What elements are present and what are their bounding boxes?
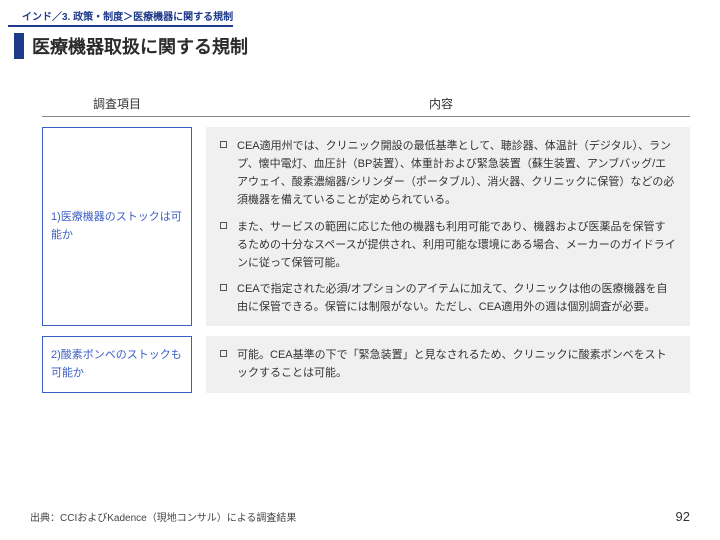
square-bullet-icon [220,284,227,291]
header-right: 内容 [192,95,690,112]
square-bullet-icon [220,350,227,357]
square-bullet-icon [220,222,227,229]
content-area: 調査項目 内容 1)医療機器のストックは可能か CEA適用州では、クリニック開設… [0,59,720,393]
title-accent-bar [14,33,24,59]
title-row: 医療機器取扱に関する規制 [0,27,720,59]
footer: 出典：CCIおよびKadence（現地コンサル）による調査結果 92 [30,509,690,524]
page-title: 医療機器取扱に関する規制 [32,33,248,59]
table-row: 2)酸素ボンベのストックも可能か 可能。CEA基準の下で「緊急装置」と見なされる… [42,336,690,393]
table-header: 調査項目 内容 [42,95,690,117]
breadcrumb: インド／3. 政策・制度＞医療機器に関する規制 [8,0,233,27]
item-text: また、サービスの範囲に応じた他の機器も利用可能であり、機器および医薬品を保管する… [237,218,676,272]
list-item: CEAで指定された必須/オプションのアイテムに加えて、クリニックは他の医療機器を… [216,280,676,316]
source-text: 出典：CCIおよびKadence（現地コンサル）による調査結果 [30,509,296,524]
row-content: 可能。CEA基準の下で「緊急装置」と見なされるため、クリニックに酸素ボンベをスト… [206,336,690,393]
list-item: 可能。CEA基準の下で「緊急装置」と見なされるため、クリニックに酸素ボンベをスト… [216,346,676,382]
list-item: また、サービスの範囲に応じた他の機器も利用可能であり、機器および医薬品を保管する… [216,218,676,272]
item-text: CEAで指定された必須/オプションのアイテムに加えて、クリニックは他の医療機器を… [237,280,676,316]
row-label: 2)酸素ボンベのストックも可能か [42,336,192,393]
row-content: CEA適用州では、クリニック開設の最低基準として、聴診器、体温計（デジタル）、ラ… [206,127,690,326]
item-text: 可能。CEA基準の下で「緊急装置」と見なされるため、クリニックに酸素ボンベをスト… [237,346,676,382]
page-number: 92 [676,509,690,524]
square-bullet-icon [220,141,227,148]
row-label: 1)医療機器のストックは可能か [42,127,192,326]
item-text: CEA適用州では、クリニック開設の最低基準として、聴診器、体温計（デジタル）、ラ… [237,137,676,210]
header-left: 調査項目 [42,95,192,112]
list-item: CEA適用州では、クリニック開設の最低基準として、聴診器、体温計（デジタル）、ラ… [216,137,676,210]
table-row: 1)医療機器のストックは可能か CEA適用州では、クリニック開設の最低基準として… [42,127,690,326]
